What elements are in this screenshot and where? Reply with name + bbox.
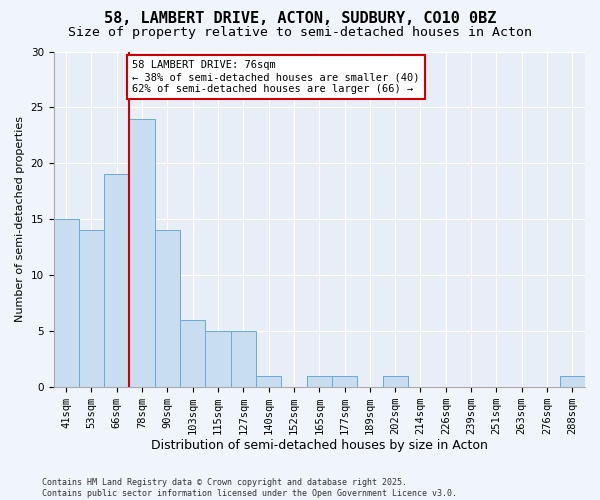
X-axis label: Distribution of semi-detached houses by size in Acton: Distribution of semi-detached houses by … (151, 440, 488, 452)
Bar (130, 118, 155, 386)
Bar (307, 376, 332, 386)
Text: Contains HM Land Registry data © Crown copyright and database right 2025.
Contai: Contains HM Land Registry data © Crown c… (42, 478, 457, 498)
Text: 58, LAMBERT DRIVE, ACTON, SUDBURY, CO10 0BZ: 58, LAMBERT DRIVE, ACTON, SUDBURY, CO10 … (104, 11, 496, 26)
Text: Size of property relative to semi-detached houses in Acton: Size of property relative to semi-detach… (68, 26, 532, 39)
Bar (155, 230, 180, 386)
Bar (230, 331, 256, 386)
Text: 58 LAMBERT DRIVE: 76sqm
← 38% of semi-detached houses are smaller (40)
62% of se: 58 LAMBERT DRIVE: 76sqm ← 38% of semi-de… (132, 60, 419, 94)
Y-axis label: Number of semi-detached properties: Number of semi-detached properties (15, 116, 25, 322)
Bar (180, 320, 205, 386)
Bar (53, 219, 79, 386)
Bar (560, 376, 585, 386)
Bar (79, 230, 104, 386)
Bar (104, 174, 130, 386)
Bar (256, 376, 281, 386)
Bar (332, 376, 357, 386)
Bar (205, 331, 230, 386)
Bar (383, 376, 408, 386)
